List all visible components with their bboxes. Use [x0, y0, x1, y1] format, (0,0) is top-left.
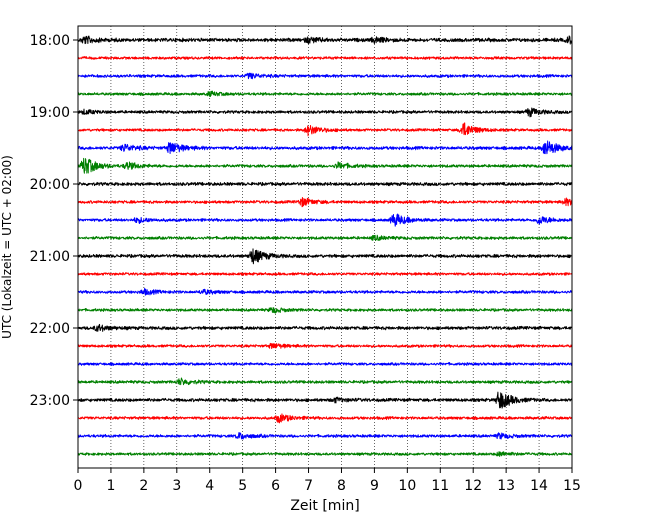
x-tick-label: 4 [205, 478, 214, 494]
trace-2115 [77, 272, 573, 276]
trace-2030 [77, 213, 573, 227]
y-tick-label: 23:00 [30, 393, 70, 409]
x-tick-label: 8 [337, 478, 346, 494]
y-axis: 18:00 19:00 20:00 21:00 22:00 23:00 [30, 33, 78, 409]
x-tick-label: 11 [431, 478, 449, 494]
x-tick-label: 10 [398, 478, 416, 494]
x-tick-label: 5 [238, 478, 247, 494]
trace-1915 [77, 122, 573, 137]
x-tick-label: 7 [304, 478, 313, 494]
trace-2015 [77, 196, 573, 208]
y-tick-label: 19:00 [30, 105, 70, 121]
x-tick-label: 12 [464, 478, 482, 494]
trace-2000 [77, 181, 573, 187]
trace-2345 [77, 451, 573, 457]
traces-layer [77, 35, 573, 457]
trace-2315 [77, 413, 573, 424]
y-tick-label: 18:00 [30, 33, 70, 49]
x-tick-label: 9 [370, 478, 379, 494]
trace-2200 [77, 323, 573, 332]
x-tick-label: 15 [563, 478, 581, 494]
trace-2130 [77, 287, 573, 296]
x-tick-label: 13 [497, 478, 515, 494]
trace-2045 [77, 234, 573, 242]
trace-1900 [77, 107, 573, 118]
x-axis: 0 1 2 3 4 5 6 7 8 9 10 11 12 13 14 15 [74, 468, 581, 494]
trace-1830 [77, 72, 573, 80]
trace-2100 [77, 248, 573, 265]
x-tick-label: 2 [139, 478, 148, 494]
trace-2245 [77, 377, 573, 386]
x-tick-label: 1 [106, 478, 115, 494]
trace-1800 [77, 35, 573, 45]
x-tick-label: 14 [530, 478, 548, 494]
trace-2300 [77, 391, 573, 409]
y-tick-label: 21:00 [30, 249, 70, 265]
trace-2215 [77, 342, 573, 350]
y-tick-label: 22:00 [30, 321, 70, 337]
trace-2145 [77, 307, 573, 314]
trace-1845 [77, 90, 573, 98]
trace-1815 [77, 56, 573, 60]
x-tick-label: 0 [74, 478, 83, 494]
x-tick-label: 3 [172, 478, 181, 494]
y-tick-label: 20:00 [30, 177, 70, 193]
y-axis-label: UTC (Lokalzeit = UTC + 02:00) [0, 155, 14, 339]
plot-frame [77, 25, 573, 469]
trace-1945 [77, 157, 573, 174]
x-tick-label: 6 [271, 478, 280, 494]
trace-1930 [77, 140, 573, 155]
trace-2230 [77, 362, 573, 366]
trace-2330 [77, 432, 573, 440]
x-axis-label: Zeit [min] [290, 498, 359, 514]
